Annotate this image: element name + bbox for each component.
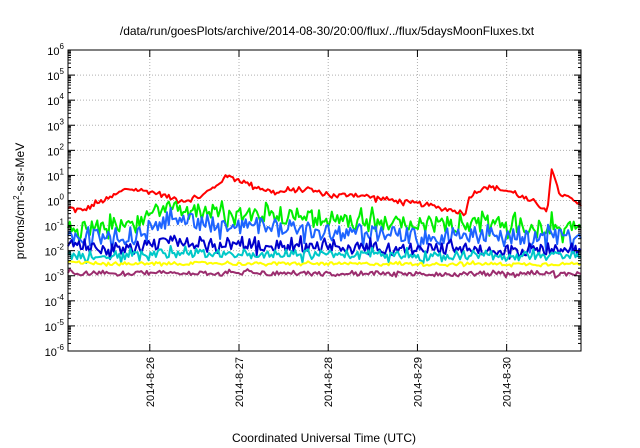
x-tick-label: 2014-8-27	[234, 357, 246, 407]
x-tick-label: 2014-8-26	[145, 357, 157, 407]
flux-series-line	[67, 234, 582, 261]
y-tick-label: 102	[47, 142, 64, 158]
flux-series-line	[67, 260, 582, 268]
flux-series-line	[67, 268, 582, 279]
x-tick-label: 2014-8-28	[323, 357, 335, 407]
chart-title: /data/run/goesPlots/archive/2014-08-30/2…	[120, 24, 535, 38]
y-tick-label: 10-2	[45, 243, 65, 259]
y-tick-label: 101	[47, 167, 64, 183]
y-tick-label: 10-3	[45, 268, 65, 284]
y-tick-label: 103	[47, 117, 64, 133]
flux-series-line	[67, 168, 582, 217]
series-layer	[67, 168, 582, 279]
flux-series-line	[67, 200, 582, 244]
y-tick-label: 10-1	[45, 218, 65, 234]
flux-series-line	[67, 206, 582, 255]
y-tick-labels: 10-6 10-5 10-4 10-3 10-2 10-1 100 101 102 103 104 1…	[45, 42, 65, 359]
x-axis-label: Coordinated Universal Time (UTC)	[232, 431, 416, 445]
plot-frame	[67, 49, 582, 352]
x-tick-labels: 2014-8-26 2014-8-27 2014-8-28 2014-8-29 2014…	[145, 357, 514, 407]
tick-marks	[68, 49, 581, 352]
x-tick-label: 2014-8-30	[502, 357, 514, 407]
y-tick-label: 106	[47, 42, 64, 58]
grid-lines	[68, 50, 581, 351]
y-axis-label: protons/cm2-s-sr-MeV	[12, 143, 27, 259]
y-tick-label: 10-6	[45, 343, 65, 359]
x-tick-label: 2014-8-29	[412, 357, 424, 407]
y-tick-label: 104	[47, 92, 64, 108]
y-tick-label: 105	[47, 67, 64, 83]
y-tick-label: 10-4	[45, 293, 65, 309]
y-tick-label: 100	[47, 193, 64, 209]
y-tick-label: 10-5	[45, 318, 65, 334]
flux-series-line	[67, 245, 582, 264]
